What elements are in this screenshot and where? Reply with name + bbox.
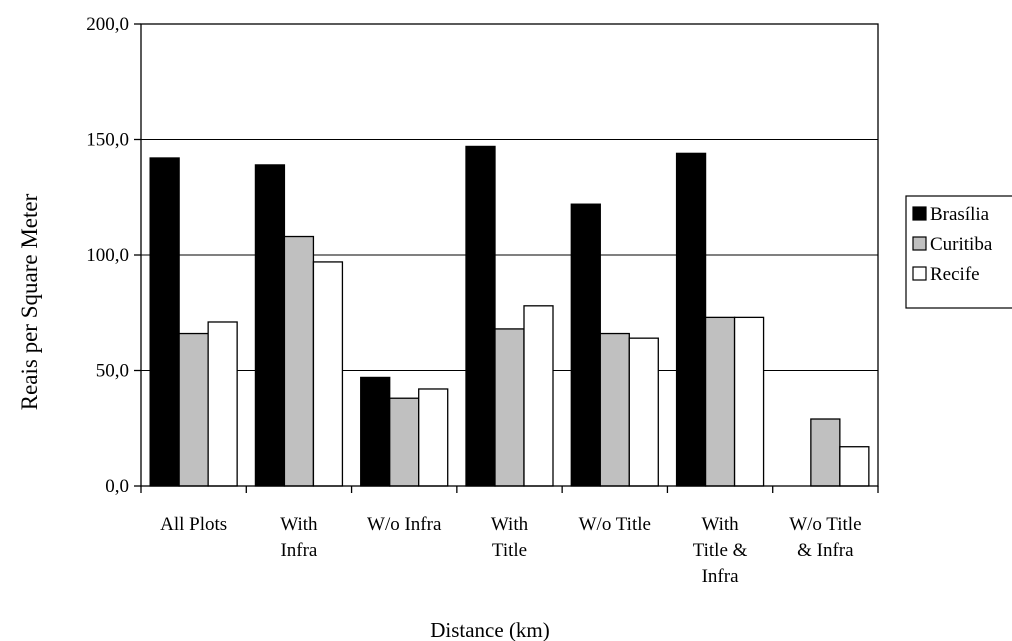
y-tick-label: 100,0 [86,245,129,266]
bar-brasilia-2 [360,376,391,487]
bar-recife-3 [523,305,554,487]
x-tick-labels: All Plots With Infra W/o Infra With Title W/o … [160,514,861,587]
y-tick-label: 200,0 [86,14,129,35]
bar-recife-1 [312,261,344,487]
legend-swatch-curitiba [912,236,927,251]
bar-curitiba-2 [389,397,420,487]
y-tick-label: 0,0 [105,476,129,497]
bar-recife-2 [418,388,449,487]
x-tick-label: W/o Title [579,514,651,535]
bar-curitiba-4 [599,332,630,487]
x-tick-label: With Infra [280,514,318,561]
bar-recife-4 [628,337,659,487]
legend-label-recife: Recife [930,264,980,285]
bar-curitiba-6 [810,418,841,487]
x-tick-label: With Title & Infra [693,514,748,587]
bar-recife-6 [839,446,870,487]
bar-brasilia-0 [149,157,180,487]
y-tick-labels: 0,0 50,0 100,0 150,0 200,0 [86,14,129,497]
x-axis-title: Distance (km) [430,618,550,641]
y-axis-title: Reais per Square Meter [17,193,42,410]
bar-recife-5 [733,316,765,487]
x-tick-label: With Title [491,514,529,561]
x-tick-label: W/o Title & Infra [789,514,861,561]
bar-brasilia-3 [465,145,496,487]
y-tick-label: 150,0 [86,130,129,151]
legend-swatch-recife [912,266,927,281]
legend-label-curitiba: Curitiba [930,234,993,255]
legend-label-brasilia: Brasília [930,204,990,225]
bar-curitiba-1 [283,235,315,487]
bars [149,145,870,487]
bar-brasilia-4 [570,203,601,487]
bar-curitiba-0 [178,332,209,487]
x-tick-label: W/o Infra [367,514,442,535]
legend-swatch-brasilia [912,206,927,221]
bar-brasilia-1 [254,164,286,487]
bar-curitiba-5 [704,316,736,487]
axes [134,23,879,493]
bar-curitiba-3 [494,328,525,487]
bar-brasilia-5 [675,152,707,487]
bar-recife-0 [207,321,238,487]
x-tick-label: All Plots [160,514,227,535]
y-tick-label: 50,0 [96,361,129,382]
legend: Brasília Curitiba Recife [905,195,1012,309]
